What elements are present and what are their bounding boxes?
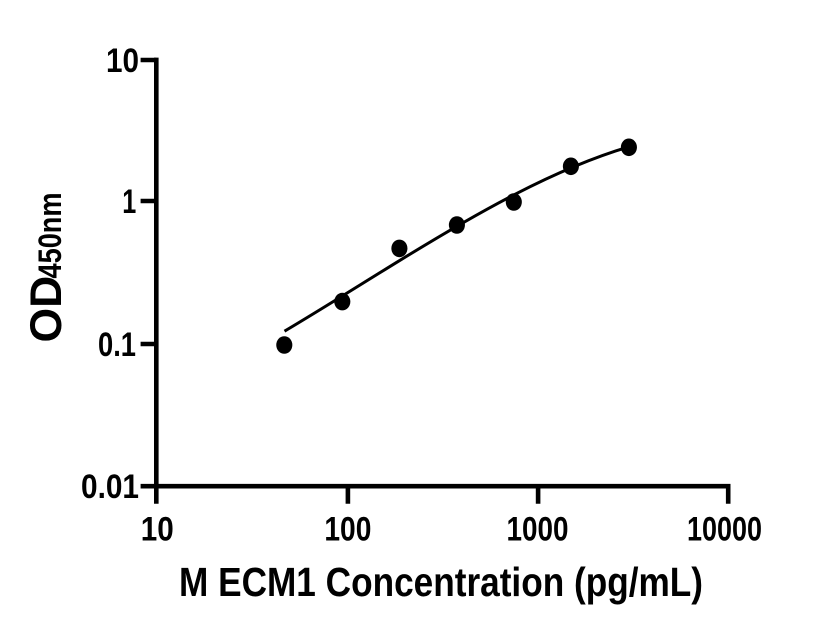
svg-text:0.1: 0.1	[98, 326, 136, 364]
svg-text:M ECM1 Concentration (pg/mL): M ECM1 Concentration (pg/mL)	[179, 559, 703, 605]
svg-text:0.01: 0.01	[81, 468, 139, 506]
svg-text:10: 10	[106, 42, 139, 80]
svg-text:1000: 1000	[507, 511, 569, 549]
svg-text:100: 100	[324, 511, 371, 549]
svg-text:1: 1	[122, 183, 136, 221]
svg-text:450nm: 450nm	[32, 193, 68, 279]
svg-text:OD: OD	[22, 276, 71, 343]
svg-text:10000: 10000	[687, 511, 762, 549]
svg-text:10: 10	[141, 511, 174, 549]
